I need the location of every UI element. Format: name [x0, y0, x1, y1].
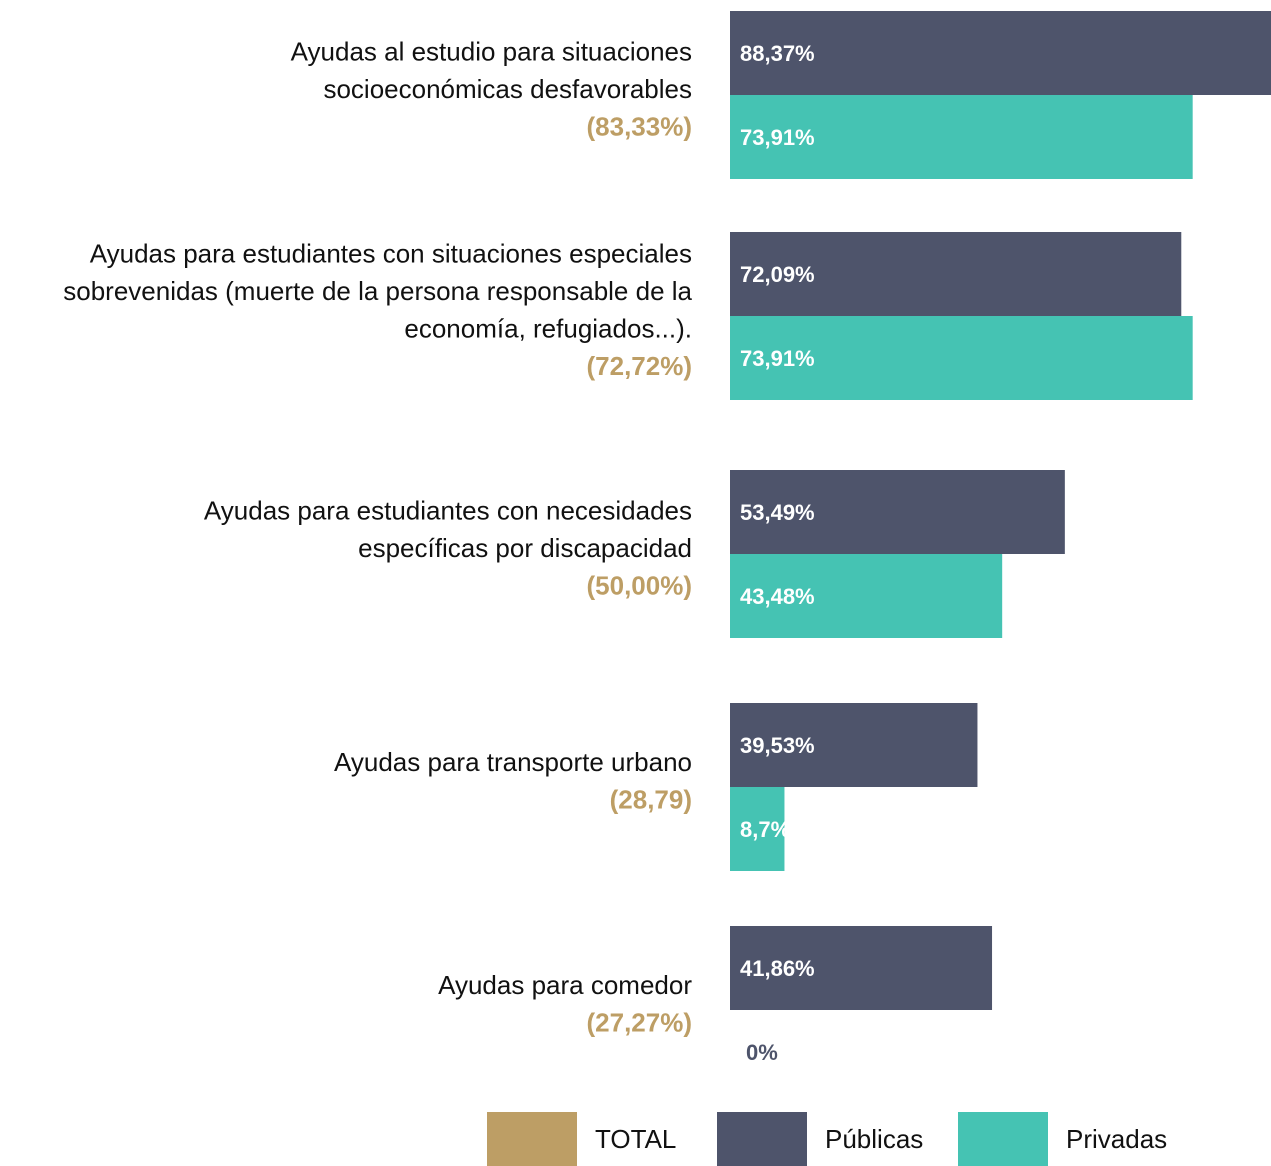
category-label: Ayudas para estudiantes con situaciones … [90, 239, 692, 269]
total-label: (72,72%) [587, 351, 693, 381]
value-label: 73,91% [740, 346, 815, 371]
category-label: economía, refugiados...). [404, 314, 692, 344]
bar [730, 11, 1271, 95]
total-label: (83,33%) [587, 111, 693, 141]
bar [730, 703, 978, 787]
value-label: 43,48% [740, 584, 815, 609]
category-label: Ayudas para comedor [438, 970, 692, 1000]
category-label: socioeconómicas desfavorables [323, 74, 692, 104]
bar [730, 554, 1003, 638]
bar [730, 95, 1193, 179]
legend-label: TOTAL [595, 1124, 676, 1154]
total-label: (28,79) [610, 785, 692, 815]
legend-swatch [487, 1112, 577, 1166]
value-label: 73,91% [740, 125, 815, 150]
legend-label: Privadas [1066, 1124, 1167, 1154]
category-label: sobrevenidas (muerte de la persona respo… [63, 276, 692, 306]
legend-swatch [958, 1112, 1048, 1166]
value-label: 72,09% [740, 262, 815, 287]
bar [730, 316, 1193, 400]
bar [730, 787, 785, 871]
bar [730, 232, 1182, 316]
bar [730, 926, 993, 1010]
value-label: 0% [746, 1040, 778, 1065]
category-label: Ayudas para transporte urbano [334, 747, 692, 777]
legend-swatch [717, 1112, 807, 1166]
bar [730, 470, 1065, 554]
value-label: 53,49% [740, 500, 815, 525]
value-label: 88,37% [740, 41, 815, 66]
value-label: 39,53% [740, 733, 815, 758]
category-label: Ayudas para estudiantes con necesidades [204, 495, 692, 525]
value-label: 41,86% [740, 956, 815, 981]
total-label: (27,27%) [587, 1008, 693, 1038]
total-label: (50,00%) [587, 570, 693, 600]
category-label: específicas por discapacidad [358, 533, 692, 563]
legend-label: Públicas [825, 1124, 923, 1154]
category-label: Ayudas al estudio para situaciones [291, 36, 692, 66]
value-label: 8,7% [740, 817, 790, 842]
